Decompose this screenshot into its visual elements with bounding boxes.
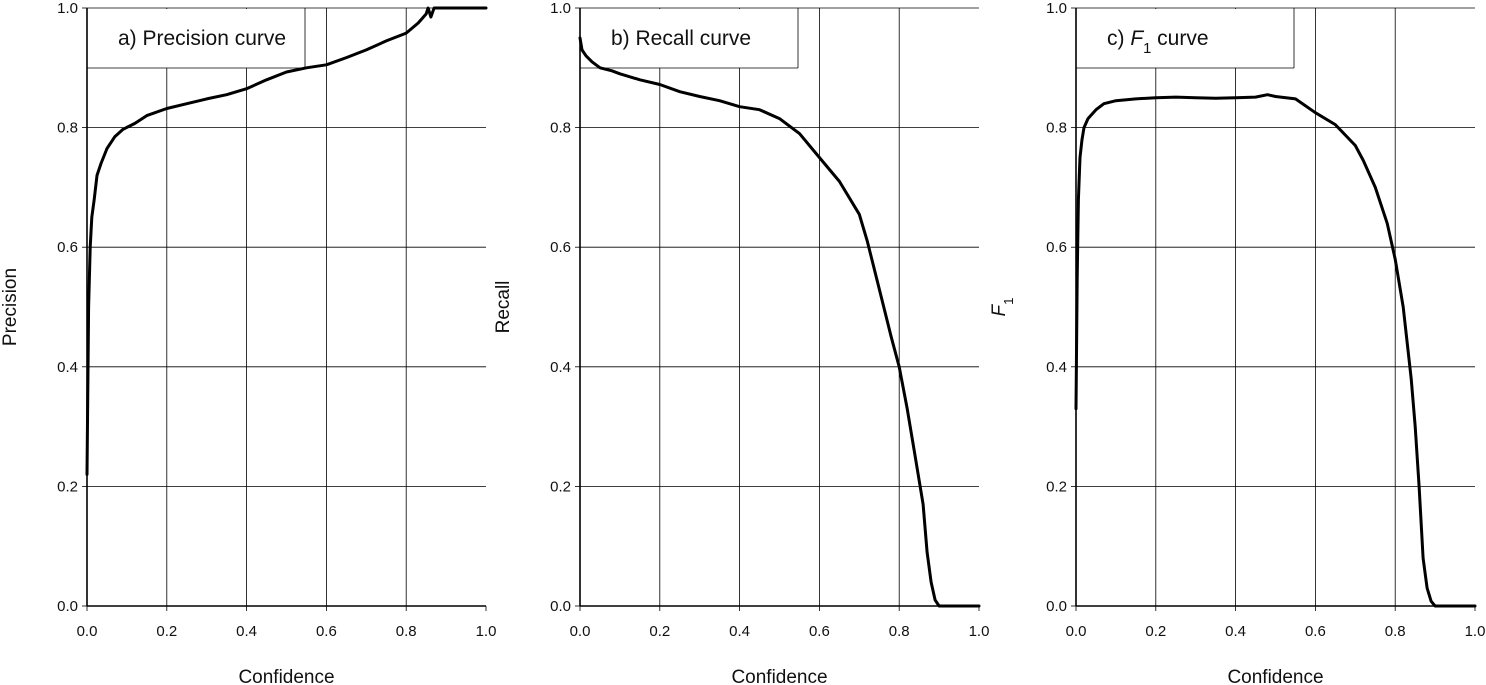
chart-panel-1: b) Recall curve 0.0 0.2 0.4 0.6 0.8 1.0 0.0 0.2 0… [493,0,989,685]
y-tick-label: 0.0 [1046,598,1067,615]
y-axis-label-part: Recall [493,281,514,334]
series-line [1074,93,1477,608]
y-axis-label: Recall [493,281,514,334]
title-box [581,9,799,68]
chart-title-part: 1 [1143,41,1151,57]
title-box [88,9,306,68]
y-axis-label-part: Precision [0,268,21,346]
x-tick-label: 0.0 [1066,623,1087,640]
y-tick-label: 0.8 [57,120,78,137]
chart-title-part: F [1130,27,1144,50]
y-axis-label-part: 1 [1001,297,1016,304]
x-tick-label: 0.8 [889,623,910,640]
y-axis-label: F1 [989,297,1016,316]
y-tick-label: 0.2 [57,478,78,495]
x-tick-label: 0.2 [649,623,670,640]
y-tick-label: 0.8 [1046,120,1067,137]
chart-title: b) Recall curve [611,27,751,50]
y-tick-label: 0.4 [550,359,571,376]
x-tick-label: 0.4 [236,623,257,640]
chart-title-part: b) Recall curve [611,27,751,50]
y-tick-label: 0.6 [57,239,78,256]
y-tick-label: 0.4 [1046,359,1067,376]
series-line [85,6,488,476]
x-tick-label: 1.0 [476,623,497,640]
y-tick-label: 0.2 [1046,478,1067,495]
y-tick-label: 0.0 [550,598,571,615]
y-tick-label: 0.6 [1046,239,1067,256]
y-axis-label-part: F [989,304,1010,317]
y-axis-label: Precision [0,268,21,346]
y-tick-label: 0.0 [57,598,78,615]
x-tick-label: 1.0 [1465,623,1486,640]
x-tick-label: 0.6 [1305,623,1326,640]
y-tick-label: 0.8 [550,120,571,137]
x-tick-label: 0.0 [570,623,591,640]
y-tick-label: 0.4 [57,359,78,376]
chart-title: a) Precision curve [118,27,286,50]
chart-title-part: curve [1151,27,1208,50]
y-tick-label: 0.2 [550,478,571,495]
x-axis-label: Confidence [238,667,334,685]
y-tick-label: 1.0 [57,0,78,17]
x-axis-label: Confidence [1227,667,1323,685]
chart-title: c) F1 curve [1107,27,1209,57]
x-tick-label: 0.8 [1385,623,1406,640]
x-tick-label: 0.0 [77,623,98,640]
y-tick-label: 1.0 [1046,0,1067,17]
title-box [1077,9,1295,68]
chart-title-part: a) Precision curve [118,27,286,50]
x-tick-label: 1.0 [969,623,990,640]
x-tick-label: 0.4 [1225,623,1246,640]
series-line [578,36,981,608]
y-tick-label: 1.0 [550,0,571,17]
y-tick-label: 0.6 [550,239,571,256]
x-tick-label: 0.6 [316,623,337,640]
x-axis-label: Confidence [731,667,827,685]
x-tick-label: 0.4 [729,623,750,640]
x-tick-label: 0.2 [1145,623,1166,640]
x-tick-label: 0.2 [156,623,177,640]
chart-panel-0: a) Precision curve 0.0 0.2 0.4 0.6 0.8 1.0 0.0 0… [0,0,496,685]
chart-title-part: c) [1107,27,1130,50]
x-tick-label: 0.8 [396,623,417,640]
x-tick-label: 0.6 [809,623,830,640]
